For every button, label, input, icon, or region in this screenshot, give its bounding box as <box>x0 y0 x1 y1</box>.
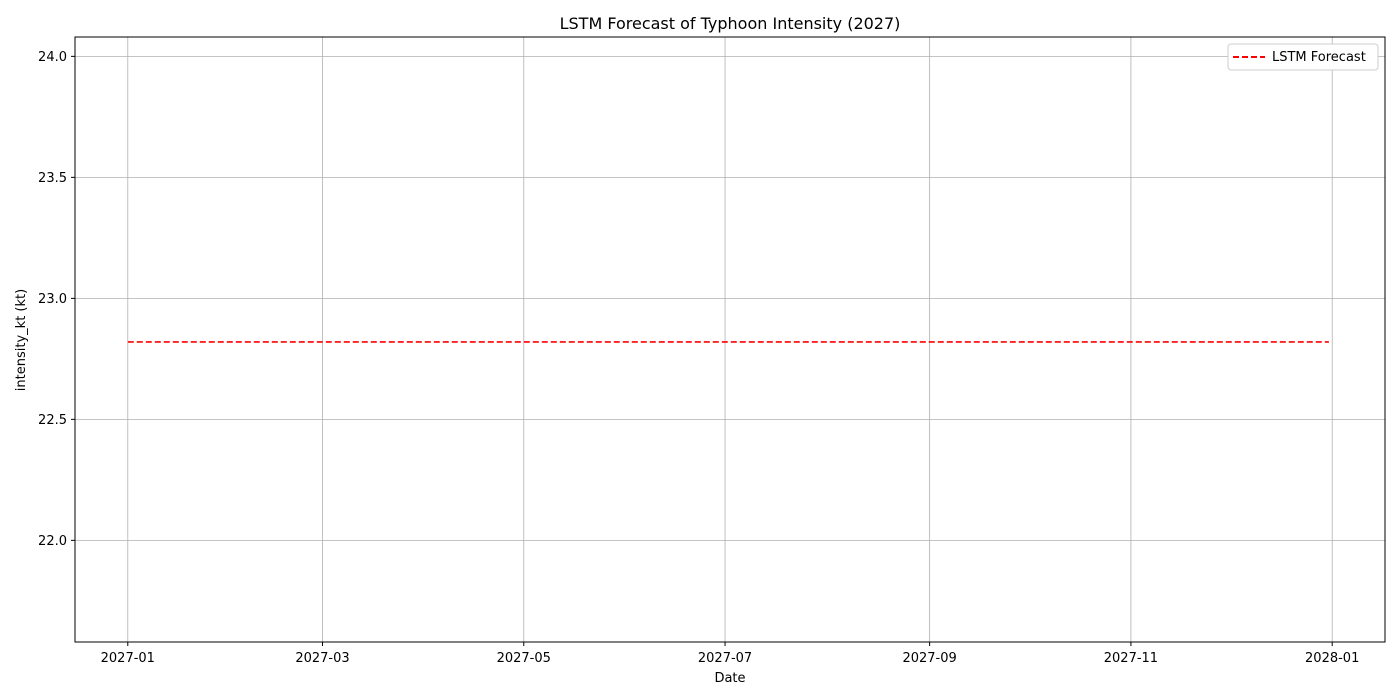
x-tick-label: 2027-01 <box>101 651 155 666</box>
x-axis-label: Date <box>714 671 745 686</box>
x-tick-label: 2027-09 <box>902 651 956 666</box>
x-tick-label: 2027-07 <box>698 651 752 666</box>
y-tick-label: 24.0 <box>38 50 67 65</box>
y-axis-ticks: 22.0 22.5 23.0 23.5 24.0 <box>38 50 75 549</box>
x-axis-ticks: 2027-01 2027-03 2027-05 2027-07 2027-09 2027-… <box>101 642 1359 666</box>
legend-box <box>1227 43 1379 71</box>
y-tick-label: 23.0 <box>38 292 67 307</box>
y-axis-label: intensity_kt (kt) <box>14 289 29 391</box>
x-tick-label: 2027-05 <box>497 651 551 666</box>
legend-label: LSTM Forecast <box>1272 50 1366 65</box>
grid-lines <box>75 37 1385 642</box>
y-tick-label: 22.5 <box>38 413 67 428</box>
x-tick-label: 2027-11 <box>1104 651 1158 666</box>
plot-area-frame <box>74 36 1386 643</box>
x-tick-label: 2028-01 <box>1305 651 1359 666</box>
chart-title: LSTM Forecast of Typhoon Intensity (2027… <box>560 14 901 33</box>
y-tick-label: 22.0 <box>38 534 67 549</box>
x-tick-label: 2027-03 <box>295 651 349 666</box>
legend: LSTM Forecast <box>1227 43 1379 71</box>
y-tick-label: 23.5 <box>38 171 67 186</box>
